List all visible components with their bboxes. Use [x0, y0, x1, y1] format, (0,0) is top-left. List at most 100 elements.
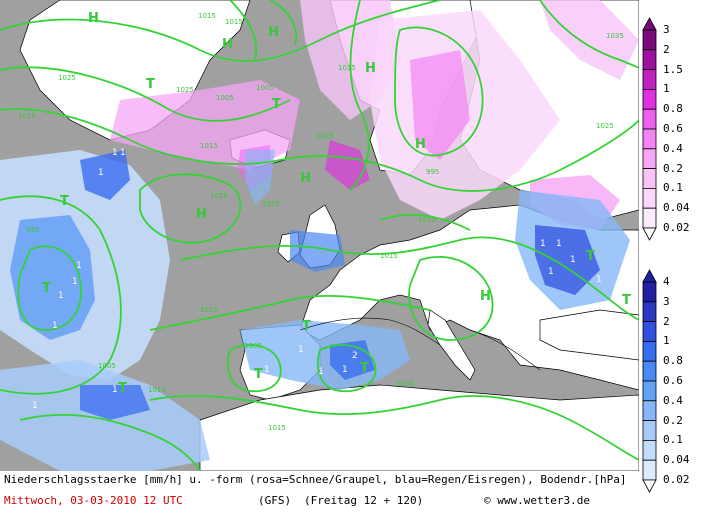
precip-label: 1 — [596, 275, 602, 285]
high-pressure-marker: H — [480, 289, 491, 304]
turkey — [539, 309, 639, 361]
isobar-label: 1005 — [396, 380, 414, 388]
colorbar-segment — [642, 89, 657, 110]
colorbar-label: 2 — [663, 314, 670, 328]
precip-label: 1 — [540, 239, 546, 249]
colorbar-label: 3 — [663, 23, 670, 36]
legend-panel: 3 2 1.5 1 0.8 0.6 0.4 0.2 0.1 0.04 0.02 4 3 2 1 0.8 0.6… — [639, 0, 704, 513]
colorbar-segment — [642, 281, 657, 303]
chart-description: Niederschlagsstaerke [mm/h] u. -form (ro… — [4, 473, 627, 486]
colorbars — [642, 17, 657, 493]
high-pressure-marker: H — [268, 25, 279, 40]
isobar-label: 1015 — [418, 216, 436, 224]
chart-date: Mittwoch, 03-03-2010 12 UTC — [4, 494, 183, 507]
pressure-centers: H H H H H H H H T T T T T T T T T T — [42, 11, 631, 396]
precip-label: 1 — [112, 148, 118, 158]
isobar-labels: 1015 1015 1025 1025 1005 1015 1005 1015 … — [18, 12, 624, 432]
precip-label: 1 — [318, 367, 324, 377]
isobar-label: 1025 — [316, 132, 334, 140]
colorbar-label: 0.4 — [663, 393, 683, 407]
snow-colorbar — [642, 17, 657, 241]
colorbar-label: 1 — [663, 334, 670, 348]
colorbar-top-arrow — [642, 269, 657, 283]
model-name: (GFS) — [258, 494, 292, 507]
isobar-label: 1005 — [98, 362, 116, 370]
precip-label: 2 — [352, 351, 358, 361]
isobar-label: 1025 — [262, 200, 280, 208]
colorbar-label: 0.1 — [663, 433, 683, 447]
high-pressure-marker: H — [300, 171, 311, 186]
precip-label: 1 — [112, 385, 118, 395]
copyright-text: www.wetter3.de — [497, 494, 590, 507]
colorbar-label: 0.1 — [663, 181, 683, 195]
isobar-label: 1015 — [148, 386, 166, 394]
colorbar-bottom-arrow — [642, 479, 657, 493]
colorbar-label: 0.2 — [663, 161, 683, 175]
colorbar-bottom-arrow — [642, 227, 657, 241]
precip-label: 1 — [298, 345, 304, 355]
chart-footer: Niederschlagsstaerke [mm/h] u. -form (ro… — [0, 471, 639, 513]
precip-label: 1 — [264, 365, 270, 375]
low-pressure-marker: T — [586, 249, 595, 264]
isobar-label: 1015 — [200, 142, 218, 150]
low-pressure-marker: T — [118, 381, 127, 396]
high-pressure-marker: H — [196, 207, 207, 222]
colorbar-label: 3 — [663, 294, 670, 308]
precip-label: 1 — [342, 365, 348, 375]
isobar-label: 1025 — [176, 86, 194, 94]
colorbar-segment — [642, 380, 657, 402]
low-pressure-marker: T — [302, 319, 311, 334]
isobar-label: 1015 — [338, 64, 356, 72]
colorbar-label: 0.02 — [663, 473, 690, 486]
coastlines — [299, 317, 541, 371]
colorbar-segment — [642, 420, 657, 441]
copyright: © www.wetter3.de — [484, 494, 590, 507]
colorbar-label: 2 — [663, 42, 670, 56]
weather-map: H H H H H H H H T T T T T T T T T T 1015… — [0, 0, 639, 471]
colorbar-top-arrow — [642, 17, 657, 31]
colorbar-label: 0.2 — [663, 413, 683, 427]
precip-label: 1 — [556, 239, 562, 249]
colorbar-segment — [642, 459, 657, 481]
colorbar-segment — [642, 439, 657, 461]
colorbar-label: 0.6 — [663, 122, 683, 135]
colorbar-label: 1.5 — [663, 62, 683, 76]
precip-label: 1 — [76, 261, 82, 271]
forecast-time: (Freitag 12 + 120) — [304, 494, 424, 507]
colorbar-segment — [642, 321, 657, 342]
colorbar-segment — [642, 187, 657, 209]
isobar-label: 1015 — [198, 12, 216, 20]
high-pressure-marker: H — [415, 137, 426, 152]
italy — [427, 309, 476, 381]
copyright-icon: © — [484, 494, 491, 507]
colorbar-label: 0.8 — [663, 354, 683, 368]
rain-precip — [0, 150, 630, 471]
precip-label: 1 — [98, 168, 104, 178]
low-pressure-marker: T — [254, 367, 263, 382]
isobars — [0, 0, 639, 471]
precip-label: 1 — [120, 148, 126, 158]
high-pressure-marker: H — [88, 11, 99, 26]
low-pressure-marker: T — [622, 293, 631, 308]
colorbar-segment — [642, 128, 657, 150]
isobar-label: 1015 — [200, 306, 218, 314]
low-pressure-marker: T — [146, 77, 155, 92]
colorbar-label: 0.6 — [663, 374, 683, 387]
colorbar-segment — [642, 49, 657, 70]
isobar-label: 1005 — [216, 94, 234, 102]
precip-label: 1 — [52, 321, 58, 331]
isobar-label: 1015 — [380, 252, 398, 260]
colorbar-segment — [642, 207, 657, 229]
precip-label: 1 — [58, 291, 64, 301]
colorbar-label: 0.04 — [663, 201, 690, 215]
isobar-label: 1005 — [244, 342, 262, 350]
isobar-label: 995 — [26, 226, 39, 234]
colorbar-segment — [642, 301, 657, 322]
isobar-label: 1025 — [596, 122, 614, 130]
precip-label: 1 — [548, 267, 554, 277]
map-canvas — [0, 0, 639, 471]
colorbar-segment — [642, 340, 657, 362]
precip-label: 1 — [72, 277, 78, 287]
isobar-label: 1015 — [268, 424, 286, 432]
